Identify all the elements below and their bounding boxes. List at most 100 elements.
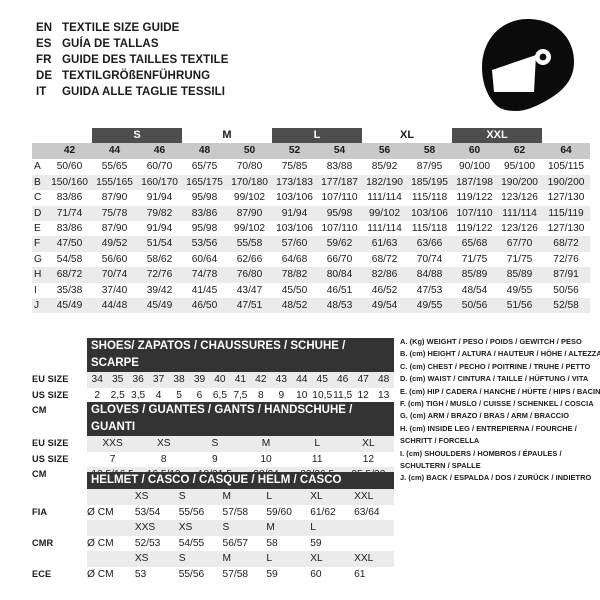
- language-code: IT: [36, 86, 47, 98]
- size-header-cell: 42: [47, 143, 92, 160]
- measurement-cell: 111/114: [362, 190, 408, 206]
- size-header-cell: 48: [182, 143, 227, 160]
- language-code: FR: [36, 54, 52, 66]
- measurement-cell: 85/89: [452, 267, 498, 283]
- helmet-size-cell: M: [218, 551, 263, 567]
- measurement-cell: 75/78: [92, 205, 137, 222]
- helmet-value-cell: 56/57: [218, 535, 263, 551]
- measurement-cell: 105/115: [542, 159, 591, 175]
- shoes-value-cell: 34: [87, 372, 108, 388]
- table-row: E 83/86 87/90 91/94 95/98 99/102 103/106 107/11…: [32, 221, 591, 237]
- measurement-cell: 72/76: [137, 267, 182, 283]
- measurement-cell: 78/82: [272, 267, 318, 283]
- helmet-size-cell: M: [262, 520, 307, 536]
- measurement-key-A: A: [32, 159, 47, 175]
- shoes-value-cell: 10,5: [311, 387, 333, 403]
- measurement-cell: 107/110: [317, 190, 363, 206]
- measurement-cell: 177/187: [317, 174, 363, 191]
- measurement-cell: 62/66: [227, 251, 273, 268]
- measurement-cell: 55/58: [227, 236, 273, 252]
- size-group-spacer: [32, 128, 47, 144]
- size-group-s: S: [92, 128, 182, 144]
- measurement-cell: 83/86: [47, 190, 92, 206]
- size-header-cell: 58: [407, 143, 453, 160]
- shoes-value-cell: 2,5: [107, 387, 128, 403]
- measurement-cell: 56/60: [92, 251, 137, 268]
- measurement-cell: 107/110: [317, 221, 363, 237]
- helmet-value-cell: 52/53: [130, 535, 175, 551]
- measurement-cell: 43/47: [227, 282, 273, 299]
- language-title: GUIDE DES TAILLES TEXTILE: [62, 54, 229, 66]
- gloves-value-cell: 11: [291, 451, 343, 467]
- size-header-cell: 60: [452, 143, 498, 160]
- measurement-cell: 48/52: [272, 298, 318, 314]
- table-row: EU SIZE XXS XS S M L XL: [32, 436, 394, 452]
- measurement-cell: 49/55: [497, 282, 543, 299]
- size-header-cell: 44: [92, 143, 137, 160]
- size-header-cell: 54: [317, 143, 363, 160]
- main-table-group-row: S M L XL XXL: [32, 128, 591, 144]
- measurement-cell: 60/64: [182, 251, 227, 268]
- helmet-value-cell: 54/55: [174, 535, 219, 551]
- helmet-value-cell: 59: [306, 535, 351, 551]
- measurement-cell: 71/75: [452, 251, 498, 268]
- size-group-xxl: XXL: [452, 128, 543, 144]
- measurement-cell: 49/54: [362, 298, 408, 314]
- table-row: F 47/50 49/52 51/54 53/56 55/58 57/60 59/62 61/6…: [32, 236, 591, 252]
- table-row: H 68/72 70/74 72/76 74/78 76/80 78/82 80/84 82/8…: [32, 267, 591, 283]
- legend-line: D. (cm) WAIST / CINTURA / TAILLE / HÜFTU…: [400, 374, 589, 384]
- helmet-size-cell: S: [174, 551, 219, 567]
- measurement-cell: 80/84: [317, 267, 363, 283]
- measurement-cell: 190/200: [497, 174, 543, 191]
- size-group-spacer: [47, 128, 92, 144]
- helmet-size-cell: XL: [306, 551, 351, 567]
- measurement-cell: 84/88: [407, 267, 453, 283]
- helmet-size-row: XS S M L XL XXL: [32, 489, 394, 505]
- helmet-size-cell: [350, 520, 394, 536]
- measurement-cell: 35/38: [47, 282, 92, 299]
- gloves-value-cell: 9: [189, 451, 241, 467]
- shoes-value-cell: 42: [250, 372, 272, 388]
- measurement-cell: 45/49: [137, 298, 182, 314]
- measurement-cell: 99/102: [227, 221, 273, 237]
- size-row-corner: [32, 143, 47, 160]
- helmet-value-cell: [350, 535, 394, 551]
- language-title-row: DE TEXTILGRÖßENFÜHRUNG: [36, 70, 229, 86]
- measurement-key-G: G: [32, 251, 47, 268]
- helmet-size-cell: L: [262, 551, 307, 567]
- legend-line: A. (Kg) WEIGHT / PESO / POIDS / GEWITCH …: [400, 337, 582, 346]
- measurement-cell: 45/50: [272, 282, 318, 299]
- measurement-key-C: C: [32, 190, 47, 206]
- measurement-cell: 52/58: [542, 298, 591, 314]
- shoes-value-cell: 3,5: [127, 387, 149, 403]
- measurement-cell: 61/63: [362, 236, 408, 252]
- measurement-cell: 57/60: [272, 236, 318, 252]
- measurement-cell: 74/78: [182, 267, 227, 283]
- shoes-value-cell: 45: [311, 372, 333, 388]
- helmet-size-cell: XXL: [350, 551, 394, 567]
- table-row: I 35/38 37/40 39/42 41/45 43/47 45/50 46/51 46/5…: [32, 282, 591, 299]
- gloves-value-cell: XL: [342, 436, 394, 452]
- measurement-cell: 55/65: [92, 159, 137, 175]
- helmet-size-row: XS S M L XL XXL: [32, 551, 394, 567]
- language-title: GUÍA DE TALLAS: [62, 38, 159, 50]
- section-title-row: GLOVES / GUANTES / GANTS / HANDSCHUHE / …: [32, 402, 394, 436]
- measurement-cell: 54/58: [47, 251, 92, 268]
- measurement-cell: 111/114: [362, 221, 408, 237]
- measurement-cell: 79/82: [137, 205, 182, 222]
- legend-line: J. (cm) BACK / ESPALDA / DOS / ZURÜCK / …: [400, 473, 592, 483]
- shoes-value-cell: 13: [373, 387, 394, 403]
- section-spacer: [32, 402, 87, 436]
- measurement-cell: 75/85: [272, 159, 318, 175]
- measurement-cell: 85/92: [362, 159, 408, 175]
- helmet-unit-label: Ø CM: [87, 566, 131, 582]
- shoes-value-cell: 11,5: [332, 387, 353, 403]
- table-row: US SIZE 7 8 9 10 11 12: [32, 451, 394, 467]
- helmet-value-cell: 53/54: [130, 504, 175, 520]
- helmet-value-cell: 61: [350, 566, 394, 582]
- size-header-cell: 64: [542, 143, 591, 160]
- measurement-key-F: F: [32, 236, 47, 252]
- language-code: ES: [36, 38, 52, 50]
- language-code: DE: [36, 70, 53, 82]
- shoes-value-cell: 4: [148, 387, 169, 403]
